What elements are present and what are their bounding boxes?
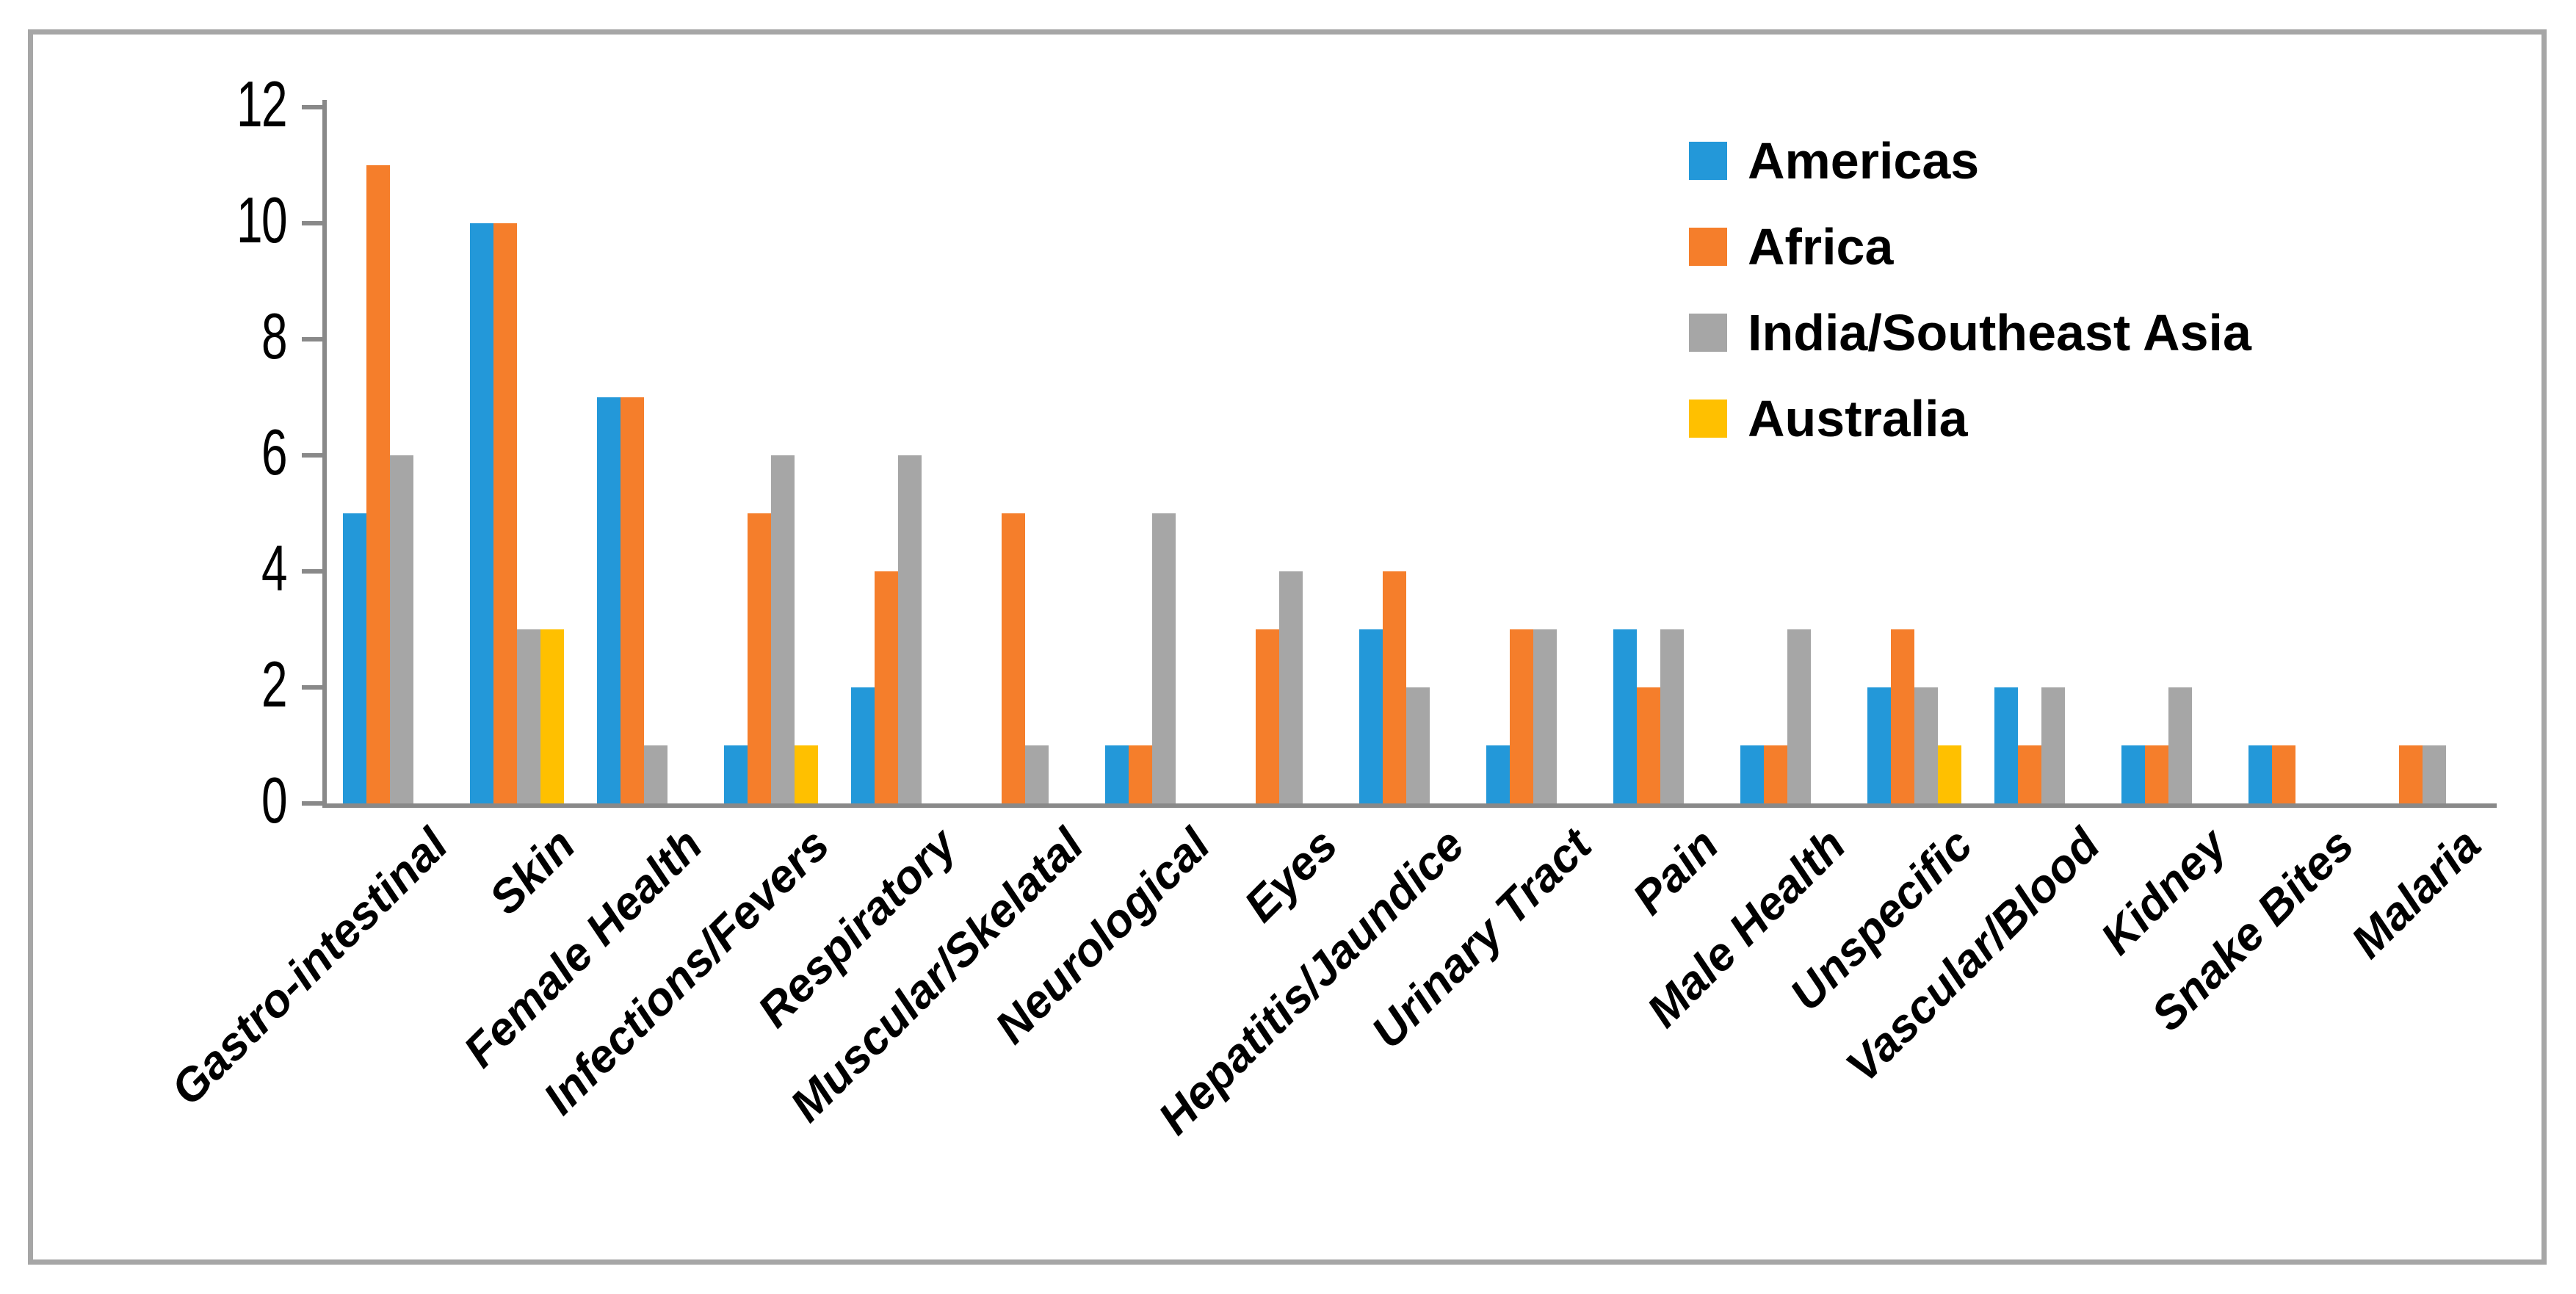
y-axis-tick-label: 6: [261, 416, 288, 489]
legend-item-australia: Australia: [1689, 375, 2251, 461]
bar-americas-male-health: [1740, 745, 1764, 803]
bar-india-southeast-asia-skin: [517, 629, 540, 803]
y-axis-tick-label: 0: [261, 765, 288, 837]
bar-africa-respiratory: [875, 571, 898, 803]
legend-label-india-southeast-asia: India/Southeast Asia: [1748, 303, 2251, 361]
y-axis-tick-label: 10: [236, 184, 288, 257]
bar-australia-skin: [540, 629, 564, 803]
y-axis-tick: [302, 221, 322, 225]
legend-item-americas: Americas: [1689, 118, 2251, 203]
y-axis-line: [322, 100, 327, 808]
bar-americas-unspecific: [1867, 687, 1891, 803]
x-axis-line: [322, 803, 2497, 808]
legend-swatch-australia-icon: [1689, 399, 1727, 438]
bar-africa-male-health: [1764, 745, 1787, 803]
bar-americas-skin: [470, 223, 493, 803]
legend-label-australia: Australia: [1748, 389, 1968, 447]
bar-africa-gastro-intestinal: [366, 165, 390, 803]
bar-africa-kidney: [2145, 745, 2168, 803]
bar-africa-neurological: [1129, 745, 1152, 803]
bar-africa-skin: [493, 223, 517, 803]
bar-australia-infections-fevers: [795, 745, 818, 803]
bar-india-southeast-asia-malaria: [2423, 745, 2446, 803]
bar-australia-unspecific: [1938, 745, 1961, 803]
bar-americas-infections-fevers: [724, 745, 748, 803]
bar-india-southeast-asia-male-health: [1787, 629, 1811, 803]
y-axis-tick: [302, 453, 322, 458]
bar-americas-vascular-blood: [1994, 687, 2018, 803]
bar-india-southeast-asia-muscular-skelatal: [1025, 745, 1049, 803]
y-axis-tick: [302, 337, 322, 341]
bar-india-southeast-asia-eyes: [1279, 571, 1303, 803]
legend-swatch-americas-icon: [1689, 141, 1727, 180]
bar-americas-urinary-tract: [1486, 745, 1510, 803]
legend-swatch-india-southeast-asia-icon: [1689, 313, 1727, 352]
bar-india-southeast-asia-urinary-tract: [1533, 629, 1557, 803]
bar-africa-malaria: [2399, 745, 2423, 803]
legend-label-africa: Africa: [1748, 217, 1894, 275]
bar-india-southeast-asia-infections-fevers: [771, 455, 795, 803]
bar-africa-infections-fevers: [748, 513, 771, 803]
y-axis-tick: [302, 685, 322, 690]
bar-americas-pain: [1613, 629, 1637, 803]
y-axis-tick-label: 12: [236, 68, 288, 141]
bar-americas-hepatitis-jaundice: [1359, 629, 1383, 803]
bar-africa-snake-bites: [2272, 745, 2295, 803]
bar-africa-pain: [1637, 687, 1660, 803]
bar-americas-respiratory: [851, 687, 875, 803]
legend-swatch-africa-icon: [1689, 227, 1727, 266]
bar-americas-kidney: [2121, 745, 2145, 803]
bar-india-southeast-asia-neurological: [1152, 513, 1176, 803]
bar-africa-urinary-tract: [1510, 629, 1533, 803]
y-axis-tick-label: 8: [261, 300, 288, 373]
legend-label-americas: Americas: [1748, 131, 1980, 189]
bar-africa-unspecific: [1891, 629, 1914, 803]
bar-india-southeast-asia-gastro-intestinal: [390, 455, 413, 803]
legend-item-africa: Africa: [1689, 203, 2251, 289]
bar-india-southeast-asia-hepatitis-jaundice: [1406, 687, 1430, 803]
y-axis-tick-label: 4: [261, 532, 288, 605]
bar-india-southeast-asia-unspecific: [1914, 687, 1938, 803]
bar-india-southeast-asia-vascular-blood: [2041, 687, 2065, 803]
y-axis-tick: [302, 569, 322, 574]
y-axis-tick: [302, 105, 322, 109]
bar-africa-female-health: [621, 397, 644, 803]
bar-india-southeast-asia-kidney: [2168, 687, 2192, 803]
bar-americas-gastro-intestinal: [343, 513, 366, 803]
bar-india-southeast-asia-respiratory: [898, 455, 922, 803]
bar-india-southeast-asia-pain: [1660, 629, 1684, 803]
bar-americas-neurological: [1105, 745, 1129, 803]
bar-india-southeast-asia-female-health: [644, 745, 667, 803]
bar-africa-muscular-skelatal: [1002, 513, 1025, 803]
bar-americas-female-health: [597, 397, 621, 803]
bar-africa-vascular-blood: [2018, 745, 2041, 803]
legend-item-india-southeast-asia: India/Southeast Asia: [1689, 289, 2251, 375]
y-axis-tick: [302, 801, 322, 806]
y-axis-tick-label: 2: [261, 648, 288, 721]
legend: Americas Africa India/Southeast Asia Aus…: [1689, 118, 2251, 461]
bar-africa-hepatitis-jaundice: [1383, 571, 1406, 803]
bar-americas-snake-bites: [2248, 745, 2272, 803]
bar-africa-eyes: [1256, 629, 1279, 803]
